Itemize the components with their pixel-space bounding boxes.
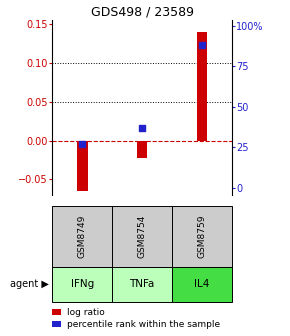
- Bar: [52, 309, 61, 315]
- Text: IFNg: IFNg: [70, 280, 94, 290]
- Text: TNFa: TNFa: [129, 280, 155, 290]
- Bar: [197, 32, 207, 140]
- Bar: [77, 140, 88, 191]
- Text: GSM8754: GSM8754: [137, 214, 147, 258]
- Text: log ratio: log ratio: [67, 308, 105, 317]
- Text: agent ▶: agent ▶: [10, 280, 49, 290]
- Text: GSM8749: GSM8749: [78, 214, 87, 258]
- Bar: [172, 266, 232, 302]
- Text: IL4: IL4: [194, 280, 210, 290]
- Bar: [52, 206, 112, 266]
- Point: [140, 125, 144, 130]
- Bar: [137, 140, 148, 158]
- Text: GSM8759: GSM8759: [197, 214, 206, 258]
- Bar: [52, 321, 61, 327]
- Bar: [172, 206, 232, 266]
- Point: [80, 141, 84, 146]
- Text: percentile rank within the sample: percentile rank within the sample: [67, 320, 220, 329]
- Title: GDS498 / 23589: GDS498 / 23589: [90, 6, 194, 19]
- Point: [200, 43, 204, 48]
- Bar: [112, 206, 172, 266]
- Bar: [52, 266, 112, 302]
- Bar: [112, 266, 172, 302]
